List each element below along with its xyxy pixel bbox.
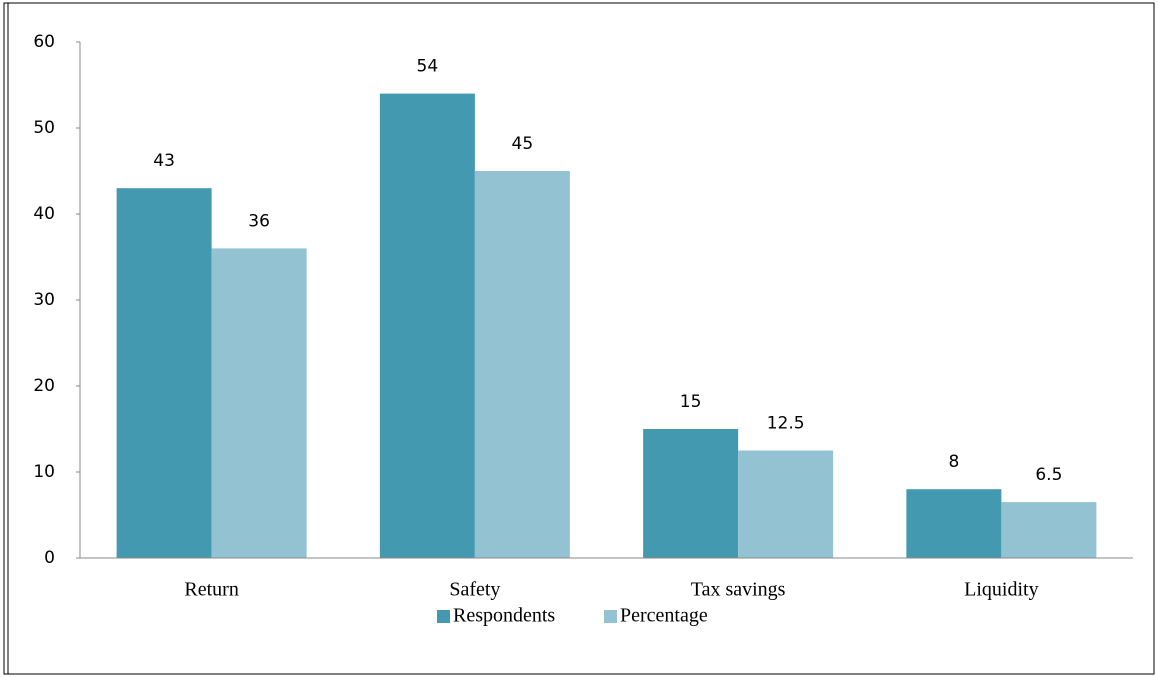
data-label: 45	[512, 134, 534, 154]
y-tick-label: 0	[44, 548, 55, 568]
data-label: 12.5	[767, 414, 805, 434]
x-tick-label: Tax savings	[691, 579, 786, 601]
legend-label: Percentage	[620, 605, 708, 627]
data-label: 54	[417, 57, 439, 77]
data-label: 8	[948, 452, 959, 472]
bar	[1001, 502, 1097, 558]
frame	[3, 2, 1155, 675]
bar	[116, 188, 212, 558]
bar	[906, 489, 1002, 558]
x-tick-label: Liquidity	[964, 579, 1038, 601]
y-tick-label: 30	[33, 290, 55, 310]
legend-swatch	[604, 610, 617, 623]
x-tick-label: Return	[184, 579, 238, 601]
y-tick-label: 40	[33, 204, 55, 224]
y-tick-label: 50	[33, 118, 55, 138]
bar	[738, 450, 834, 558]
data-label: 15	[680, 392, 702, 412]
y-tick-label: 60	[33, 32, 55, 52]
y-tick-label: 20	[33, 376, 55, 396]
data-label: 43	[153, 151, 175, 171]
bar	[211, 248, 307, 558]
x-tick-label: Safety	[449, 579, 500, 601]
bar	[474, 171, 570, 558]
data-label: 6.5	[1035, 465, 1062, 485]
legend-swatch	[437, 610, 450, 623]
legend-label: Respondents	[453, 605, 555, 627]
y-tick-label: 10	[33, 462, 55, 482]
bar	[643, 429, 739, 558]
data-label: 36	[248, 211, 270, 231]
bar	[379, 93, 475, 558]
